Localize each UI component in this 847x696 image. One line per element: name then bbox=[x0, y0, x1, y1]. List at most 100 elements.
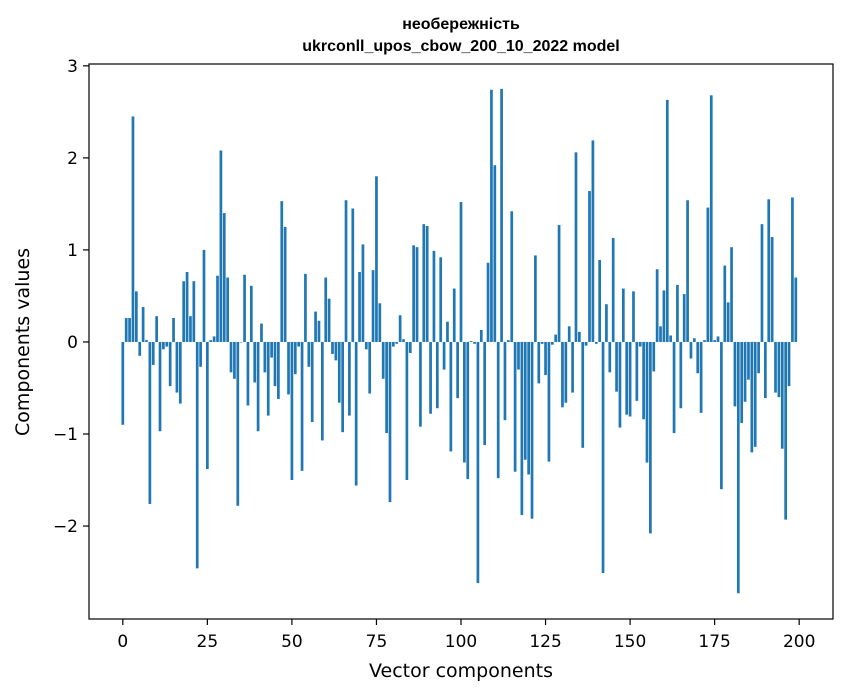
bar-54 bbox=[304, 273, 307, 342]
bar-100 bbox=[459, 202, 463, 342]
bar-193 bbox=[774, 341, 777, 393]
bar-133 bbox=[571, 341, 574, 393]
bar-111 bbox=[496, 341, 500, 479]
bar-182 bbox=[736, 341, 740, 594]
bar-76 bbox=[378, 303, 382, 342]
chart-title-line-2: ukrconll_upos_cbow_200_10_2022 model bbox=[302, 38, 619, 55]
bar-109 bbox=[490, 89, 493, 342]
bar-88 bbox=[419, 341, 422, 427]
bar-16 bbox=[175, 341, 179, 393]
bar-90 bbox=[425, 225, 429, 342]
bar-44 bbox=[270, 341, 273, 358]
chart-title-line-1: необережність bbox=[402, 16, 520, 33]
bar-151 bbox=[632, 291, 635, 342]
bar-164 bbox=[676, 284, 679, 342]
bar-125 bbox=[544, 341, 547, 376]
bar-132 bbox=[567, 326, 571, 342]
bar-10 bbox=[155, 316, 158, 342]
bar-118 bbox=[520, 341, 524, 515]
bar-143 bbox=[605, 304, 608, 342]
bar-137 bbox=[584, 341, 588, 346]
bar-35 bbox=[239, 341, 243, 343]
bar-115 bbox=[510, 211, 514, 342]
bar-155 bbox=[645, 341, 649, 463]
bar-21 bbox=[192, 281, 196, 342]
bar-32 bbox=[229, 341, 233, 373]
bar-173 bbox=[706, 207, 710, 342]
bar-179 bbox=[726, 302, 730, 342]
bar-150 bbox=[628, 341, 632, 417]
bar-23 bbox=[199, 341, 202, 367]
bar-7 bbox=[145, 340, 148, 342]
bar-141 bbox=[598, 260, 602, 342]
bar-134 bbox=[574, 152, 578, 342]
bar-149 bbox=[625, 341, 629, 415]
bar-82 bbox=[398, 315, 402, 342]
bar-30 bbox=[222, 213, 226, 342]
bar-158 bbox=[655, 269, 659, 342]
bar-178 bbox=[723, 265, 727, 342]
bar-157 bbox=[652, 341, 656, 372]
bar-12 bbox=[162, 341, 165, 350]
bar-38 bbox=[249, 285, 253, 342]
bar-27 bbox=[212, 336, 216, 342]
bar-166 bbox=[682, 294, 686, 342]
bar-18 bbox=[182, 281, 186, 342]
bar-67 bbox=[348, 341, 351, 416]
x-tick-label: 50 bbox=[281, 632, 303, 652]
bar-195 bbox=[780, 341, 784, 449]
bar-68 bbox=[351, 208, 355, 342]
bar-91 bbox=[429, 341, 432, 414]
bar-110 bbox=[493, 165, 497, 342]
x-tick-label: 100 bbox=[445, 632, 477, 652]
bar-107 bbox=[483, 341, 487, 446]
bar-124 bbox=[540, 341, 544, 344]
bar-117 bbox=[517, 341, 520, 370]
bar-130 bbox=[561, 341, 564, 408]
x-tick-label: 200 bbox=[783, 632, 815, 652]
y-tick-label: 2 bbox=[67, 149, 78, 169]
bar-95 bbox=[442, 341, 446, 370]
bar-52 bbox=[297, 341, 301, 347]
x-tick-label: 0 bbox=[117, 632, 128, 652]
bar-102 bbox=[466, 341, 470, 480]
y-tick-label: 0 bbox=[67, 333, 78, 353]
bar-80 bbox=[392, 341, 395, 347]
bar-139 bbox=[591, 140, 595, 342]
bar-85 bbox=[408, 341, 412, 354]
bar-77 bbox=[381, 341, 385, 379]
bar-168 bbox=[689, 341, 693, 359]
bar-79 bbox=[388, 341, 392, 503]
bar-156 bbox=[649, 341, 652, 534]
bar-148 bbox=[621, 288, 625, 342]
bar-135 bbox=[578, 331, 581, 342]
bar-197 bbox=[787, 341, 791, 387]
x-axis-label: Vector components bbox=[369, 660, 553, 682]
bar-6 bbox=[141, 306, 145, 342]
bar-73 bbox=[368, 341, 372, 394]
bar-126 bbox=[547, 341, 551, 462]
bar-185 bbox=[747, 341, 750, 380]
bar-159 bbox=[659, 326, 662, 342]
bar-11 bbox=[158, 341, 162, 432]
y-axis-label: Components values bbox=[12, 248, 34, 436]
bar-56 bbox=[310, 341, 314, 423]
bar-2 bbox=[128, 318, 131, 342]
bar-62 bbox=[331, 341, 334, 354]
bar-128 bbox=[554, 334, 558, 342]
y-tick-label: −2 bbox=[53, 517, 78, 537]
bar-162 bbox=[669, 335, 673, 342]
bar-194 bbox=[777, 341, 781, 398]
bar-61 bbox=[327, 298, 331, 342]
bar-170 bbox=[696, 341, 700, 374]
bar-183 bbox=[740, 341, 744, 423]
bar-94 bbox=[439, 257, 443, 342]
x-tick-label: 25 bbox=[197, 632, 219, 652]
bar-199 bbox=[794, 277, 798, 342]
bar-51 bbox=[293, 341, 297, 375]
bar-34 bbox=[236, 341, 240, 506]
bar-57 bbox=[314, 311, 317, 342]
bar-103 bbox=[469, 341, 473, 342]
